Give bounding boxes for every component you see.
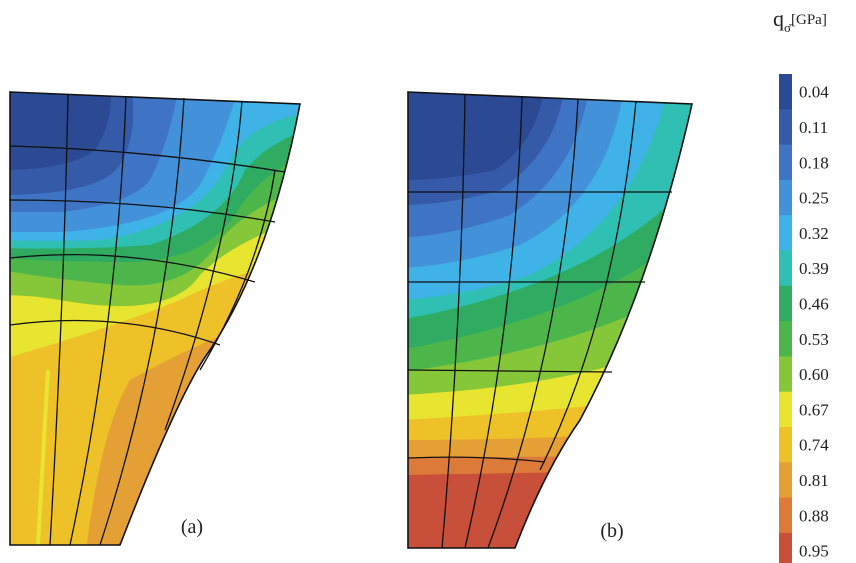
legend-swatch xyxy=(779,109,792,146)
mesh-b-h3 xyxy=(407,369,613,373)
mesh-a-h1 xyxy=(9,145,286,173)
legend-swatch xyxy=(779,427,792,463)
legend-swatch xyxy=(779,285,792,322)
legend-subscript: σ̄ xyxy=(784,20,793,35)
mesh-b-v1 xyxy=(441,93,466,549)
legend-title: qσ̄[GPa] xyxy=(773,6,827,35)
legend-level-label: 0.32 xyxy=(799,224,829,243)
band-a-crack xyxy=(36,370,50,545)
legend-level-label: 0.46 xyxy=(799,294,829,313)
panel-a-bands xyxy=(10,92,300,545)
legend-level-label: 0.67 xyxy=(799,400,829,419)
panel-a-caption: (a) xyxy=(181,516,203,538)
mesh-a-h3 xyxy=(9,253,256,283)
mesh-a-h2 xyxy=(9,199,276,223)
legend-swatch xyxy=(779,250,792,287)
panel-b-contour: (b) xyxy=(407,91,693,549)
legend-swatch xyxy=(779,391,792,428)
legend-level-label: 0.18 xyxy=(799,153,829,172)
legend-symbol: q xyxy=(773,6,784,31)
legend-swatch xyxy=(779,215,792,251)
legend-level-label: 0.74 xyxy=(799,436,829,455)
legend-level-label: 0.39 xyxy=(799,259,829,278)
legend-level-label: 0.25 xyxy=(799,189,829,208)
legend-swatch xyxy=(779,356,792,393)
legend-swatch xyxy=(779,179,792,216)
mesh-a-v4 xyxy=(164,100,243,431)
legend-swatches: 0.04 0.11 0.18 0.25 0.32 0.39 0.46 0.53 0.60 0.67… xyxy=(779,74,829,563)
legend: qσ̄[GPa] 0.04 0.11 0.18 0.25 0.32 0.39 0.46 0.5… xyxy=(773,6,829,563)
legend-swatch xyxy=(779,74,792,110)
band-b-13 xyxy=(408,92,545,180)
panel-b-caption: (b) xyxy=(600,520,623,542)
mesh-a-outline xyxy=(9,91,301,546)
legend-swatch xyxy=(779,321,792,357)
legend-level-label: 0.60 xyxy=(799,365,829,384)
legend-level-label: 0.95 xyxy=(799,542,829,561)
mesh-b-outline xyxy=(407,91,693,549)
legend-swatch xyxy=(779,497,792,534)
mesh-b-h4 xyxy=(407,456,546,463)
panel-a-mesh xyxy=(9,91,301,546)
legend-swatch xyxy=(779,462,792,499)
legend-swatch xyxy=(779,532,792,563)
mesh-b-v4 xyxy=(539,100,637,471)
legend-swatch xyxy=(779,144,792,181)
band-a-12 xyxy=(10,92,111,170)
mesh-a-v3 xyxy=(99,97,185,546)
legend-level-label: 0.11 xyxy=(799,118,828,137)
panel-b-mesh xyxy=(407,91,693,549)
panel-a-contour: (a) xyxy=(9,91,301,546)
legend-level-label: 0.53 xyxy=(799,330,829,349)
mesh-a-v1 xyxy=(49,93,69,546)
legend-level-label: 0.88 xyxy=(799,506,829,525)
legend-level-label: 0.04 xyxy=(799,83,829,102)
mesh-a-v2 xyxy=(69,95,127,546)
legend-level-label: 0.81 xyxy=(799,471,829,490)
mesh-a-v5 xyxy=(199,169,276,371)
mesh-b-v3 xyxy=(487,98,579,549)
mesh-b-v2 xyxy=(464,95,523,549)
legend-unit: [GPa] xyxy=(791,12,827,28)
